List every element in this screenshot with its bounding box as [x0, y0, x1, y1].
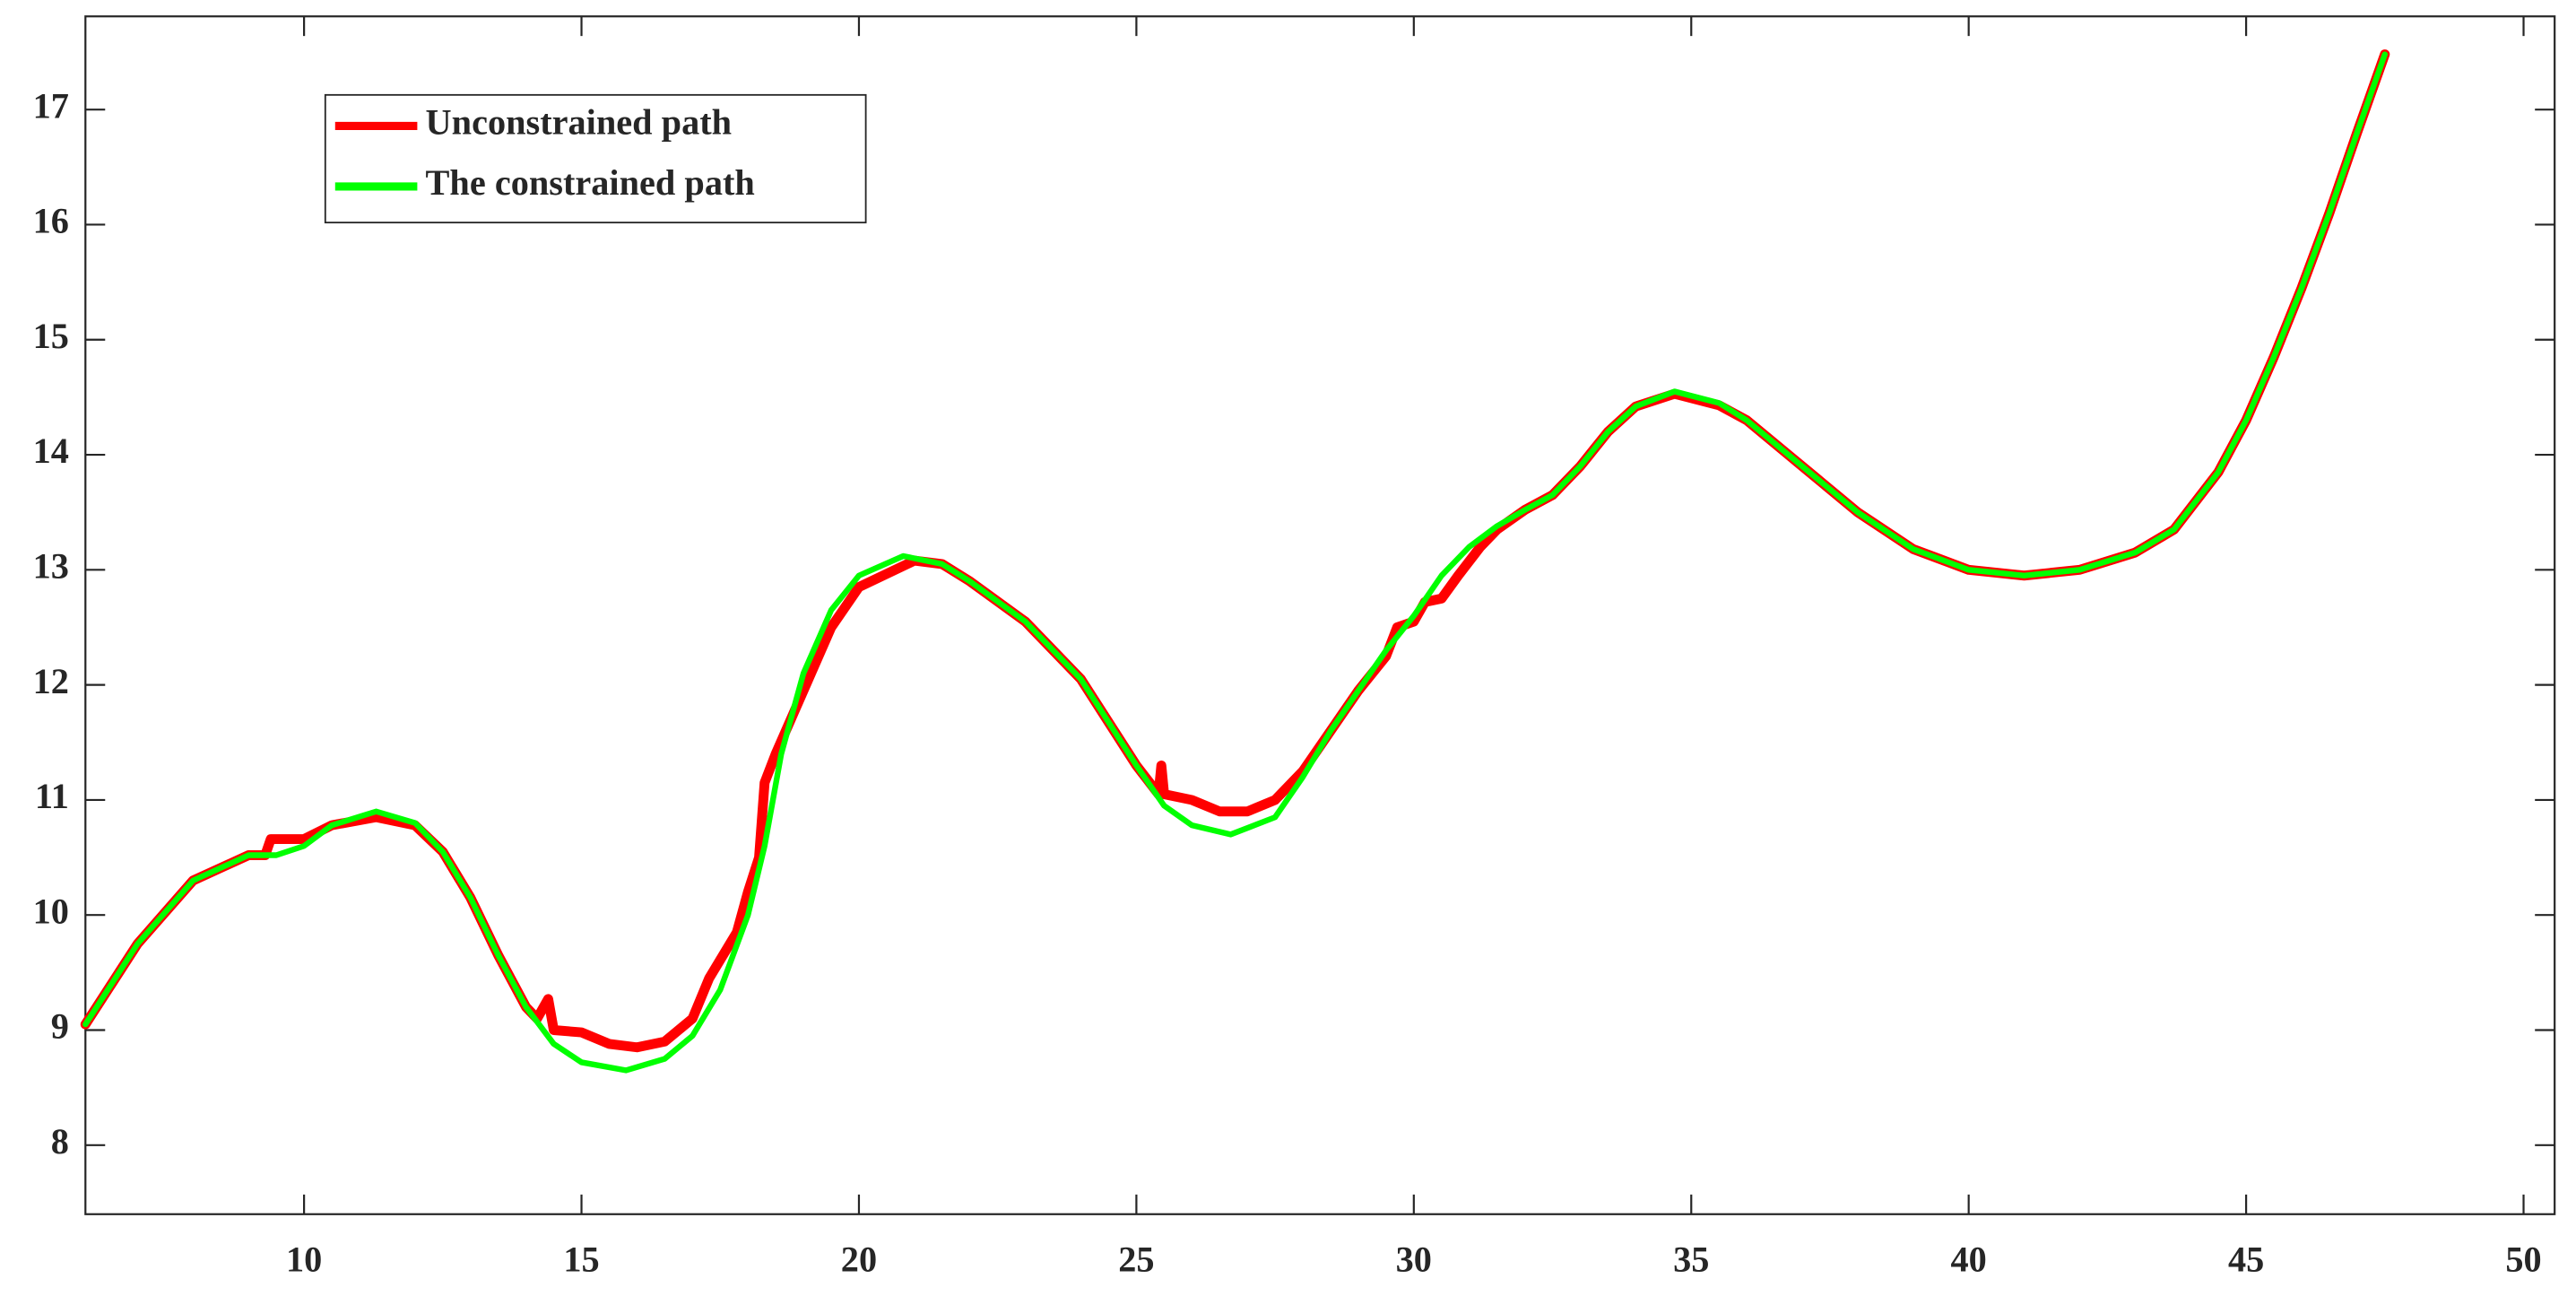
y-tick-label: 17: [33, 85, 69, 126]
legend-label: Unconstrained path: [426, 102, 733, 143]
legend-box: [324, 93, 867, 224]
x-tick-label: 40: [1951, 1239, 1987, 1280]
y-tick-label: 15: [33, 316, 69, 356]
x-tick-label: 35: [1673, 1239, 1709, 1280]
x-tick-label: 50: [2505, 1239, 2541, 1280]
x-tick-label: 45: [2228, 1239, 2264, 1280]
x-tick-label: 30: [1396, 1239, 1432, 1280]
plot-frame: [84, 15, 2556, 1215]
data-line: [82, 51, 2389, 1074]
x-tick-label: 25: [1118, 1239, 1154, 1280]
y-tick-label: 16: [33, 201, 69, 241]
y-tick-label: 8: [51, 1121, 69, 1161]
x-tick-label: 10: [286, 1239, 322, 1280]
legend: Unconstrained path The constrained path: [324, 93, 867, 224]
x-tick-label: 20: [841, 1239, 877, 1280]
x-tick-label: 15: [563, 1239, 599, 1280]
y-tick-label: 14: [33, 431, 69, 471]
legend-label: The constrained path: [426, 162, 755, 203]
y-tick-label: 13: [33, 546, 69, 587]
y-tick-label: 11: [35, 776, 69, 816]
y-tick-label: 10: [33, 892, 69, 932]
y-tick-label: 12: [33, 661, 69, 701]
y-tick-label: 9: [51, 1006, 69, 1047]
